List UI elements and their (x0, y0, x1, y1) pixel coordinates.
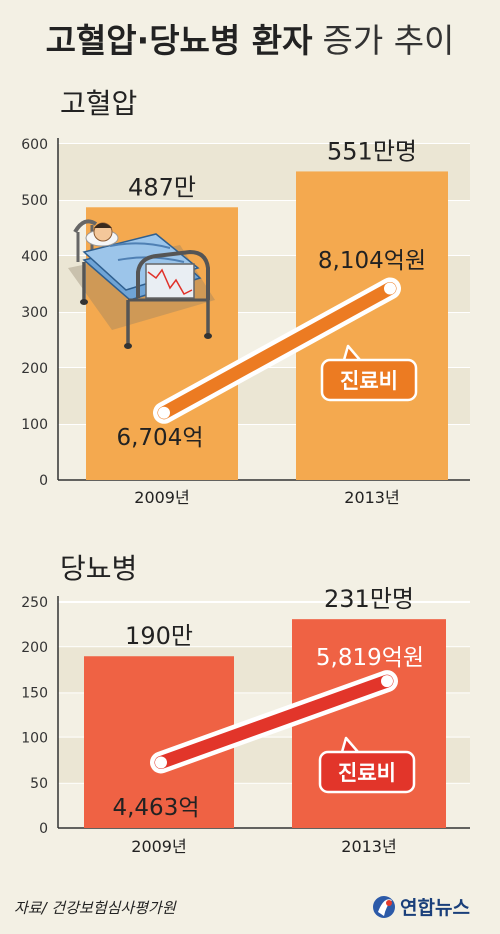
cost-value-label: 8,104억원 (318, 248, 426, 274)
y-tick-label: 250 (21, 595, 48, 611)
y-tick-label: 500 (21, 193, 48, 209)
chart-title: 고혈압 (60, 87, 137, 120)
bar-value-label: 231만명 (324, 585, 414, 613)
yonhap-logo-icon (373, 896, 395, 918)
cost-point (155, 756, 167, 769)
y-tick-label: 300 (21, 305, 48, 321)
x-tick-label: 2013년 (341, 837, 396, 856)
cost-value-label: 4,463억 (112, 795, 199, 821)
y-tick-label: 100 (21, 731, 48, 747)
y-tick-label: 600 (21, 137, 48, 153)
cost-bubble-label: 진료비 (338, 761, 396, 785)
chart-diabetes: 당뇨병 0 50 100 150 200 250 190만 2009년 231만명 2013년 4,4… (21, 552, 470, 856)
cost-point (381, 675, 393, 688)
bar-value-label: 551만명 (327, 137, 417, 165)
y-tick-label: 0 (39, 821, 48, 837)
cost-line (157, 281, 397, 420)
y-tick-label: 400 (21, 249, 48, 265)
y-tick-label: 200 (21, 361, 48, 377)
brand-logo-text: 연합뉴스 (400, 897, 470, 919)
page-title: 고혈압·당뇨병 환자 증가 추이 (46, 21, 455, 60)
y-tick-label: 0 (39, 473, 48, 489)
chart-hypertension: 고혈압 0 100 200 300 400 500 600 487만 2009년 551만명 2013… (21, 87, 470, 507)
y-tick-label: 50 (30, 776, 48, 792)
x-tick-label: 2009년 (131, 837, 186, 856)
cost-point (158, 406, 170, 419)
title-light: 증가 추이 (322, 21, 454, 60)
y-tick-label: 100 (21, 417, 48, 433)
source-note: 자료/ 건강보험심사평가원 (14, 899, 177, 917)
hospital-bed-icon (68, 219, 215, 349)
x-tick-label: 2013년 (344, 488, 399, 507)
y-tick-label: 150 (21, 685, 48, 701)
cost-value-label: 5,819억원 (316, 645, 424, 671)
cost-line (154, 674, 394, 769)
cost-bubble-label: 진료비 (340, 369, 398, 393)
y-tick-label: 200 (21, 640, 48, 656)
x-tick-label: 2009년 (134, 488, 189, 507)
cost-point (384, 282, 396, 295)
title-bold: 고혈압·당뇨병 환자 (46, 21, 314, 60)
cost-bubble (318, 736, 416, 794)
chart-title: 당뇨병 (60, 552, 137, 585)
cost-bubble (320, 344, 418, 402)
cost-value-label: 6,704억 (116, 425, 203, 451)
bar-value-label: 190만 (125, 622, 193, 650)
bar-value-label: 487만 (128, 173, 196, 201)
